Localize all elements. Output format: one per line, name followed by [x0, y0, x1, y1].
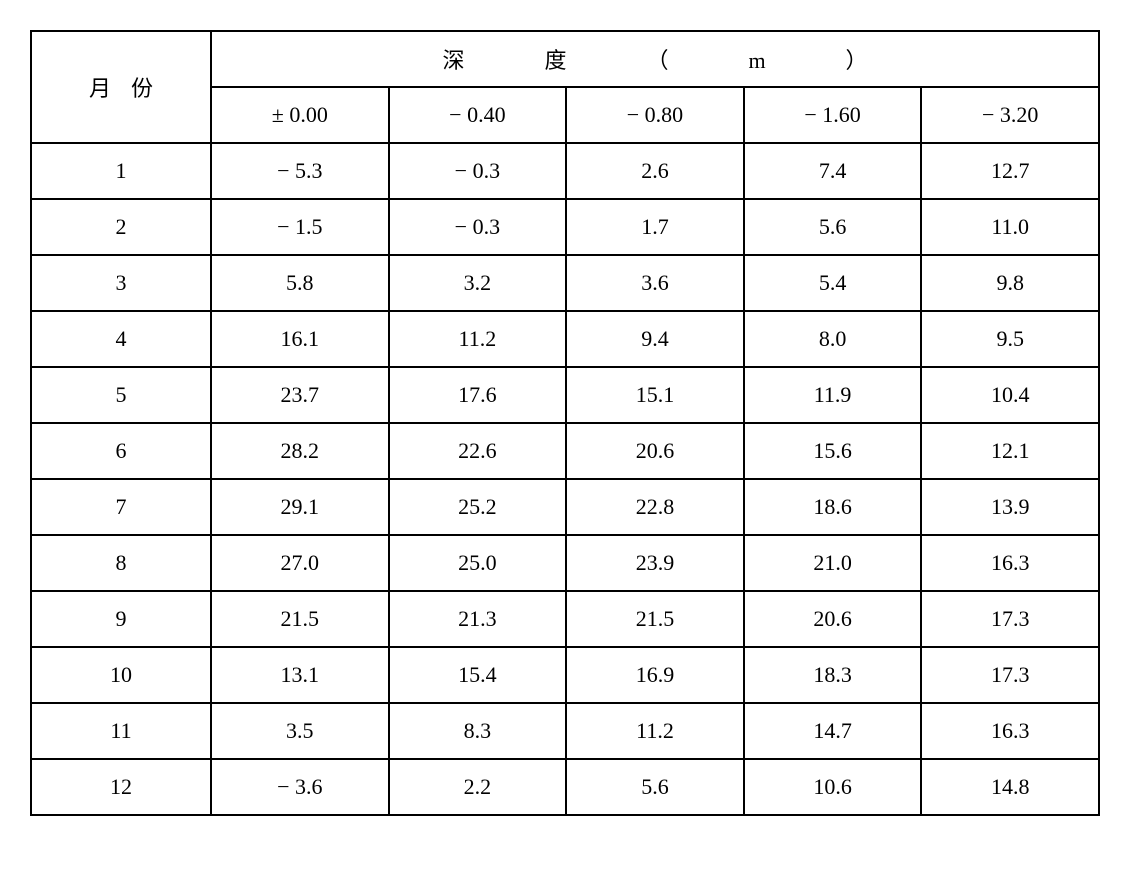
value-cell: 22.6 — [389, 423, 567, 479]
table-row: 3 5.8 3.2 3.6 5.4 9.8 — [31, 255, 1099, 311]
value-cell: 8.0 — [744, 311, 922, 367]
depth-col-0: ± 0.00 — [211, 87, 389, 143]
table-row: 11 3.5 8.3 11.2 14.7 16.3 — [31, 703, 1099, 759]
value-cell: 15.1 — [566, 367, 744, 423]
value-cell: 11.2 — [566, 703, 744, 759]
month-cell: 8 — [31, 535, 211, 591]
value-cell: 28.2 — [211, 423, 389, 479]
table-row: 2 − 1.5 − 0.3 1.7 5.6 11.0 — [31, 199, 1099, 255]
month-cell: 5 — [31, 367, 211, 423]
value-cell: 14.7 — [744, 703, 922, 759]
value-cell: 13.1 — [211, 647, 389, 703]
value-cell: 5.4 — [744, 255, 922, 311]
value-cell: 21.5 — [211, 591, 389, 647]
value-cell: − 3.6 — [211, 759, 389, 815]
value-cell: 5.6 — [744, 199, 922, 255]
value-cell: 11.2 — [389, 311, 567, 367]
value-cell: 23.7 — [211, 367, 389, 423]
value-cell: 17.6 — [389, 367, 567, 423]
value-cell: 15.4 — [389, 647, 567, 703]
month-cell: 6 — [31, 423, 211, 479]
table-header: 月份 深度（m） ± 0.00 − 0.40 − 0.80 − 1.60 − 3… — [31, 31, 1099, 143]
value-cell: 12.7 — [921, 143, 1099, 199]
value-cell: 11.9 — [744, 367, 922, 423]
value-cell: 18.6 — [744, 479, 922, 535]
value-cell: − 1.5 — [211, 199, 389, 255]
value-cell: 25.0 — [389, 535, 567, 591]
value-cell: 14.8 — [921, 759, 1099, 815]
value-cell: 25.2 — [389, 479, 567, 535]
value-cell: 21.3 — [389, 591, 567, 647]
table-row: 6 28.2 22.6 20.6 15.6 12.1 — [31, 423, 1099, 479]
value-cell: 8.3 — [389, 703, 567, 759]
month-cell: 1 — [31, 143, 211, 199]
value-cell: 9.8 — [921, 255, 1099, 311]
table-row: 8 27.0 25.0 23.9 21.0 16.3 — [31, 535, 1099, 591]
depth-col-2: − 0.80 — [566, 87, 744, 143]
table-row: 5 23.7 17.6 15.1 11.9 10.4 — [31, 367, 1099, 423]
header-row-1: 月份 深度（m） — [31, 31, 1099, 87]
table-row: 1 − 5.3 − 0.3 2.6 7.4 12.7 — [31, 143, 1099, 199]
value-cell: 3.5 — [211, 703, 389, 759]
value-cell: 13.9 — [921, 479, 1099, 535]
value-cell: 29.1 — [211, 479, 389, 535]
value-cell: − 5.3 — [211, 143, 389, 199]
value-cell: 20.6 — [744, 591, 922, 647]
month-cell: 9 — [31, 591, 211, 647]
value-cell: 15.6 — [744, 423, 922, 479]
month-cell: 2 — [31, 199, 211, 255]
value-cell: 2.6 — [566, 143, 744, 199]
value-cell: 3.2 — [389, 255, 567, 311]
table-row: 4 16.1 11.2 9.4 8.0 9.5 — [31, 311, 1099, 367]
value-cell: 2.2 — [389, 759, 567, 815]
month-cell: 11 — [31, 703, 211, 759]
value-cell: 16.9 — [566, 647, 744, 703]
value-cell: 5.8 — [211, 255, 389, 311]
depth-col-4: − 3.20 — [921, 87, 1099, 143]
value-cell: 1.7 — [566, 199, 744, 255]
month-cell: 3 — [31, 255, 211, 311]
value-cell: 27.0 — [211, 535, 389, 591]
value-cell: 16.3 — [921, 703, 1099, 759]
value-cell: 20.6 — [566, 423, 744, 479]
value-cell: 12.1 — [921, 423, 1099, 479]
value-cell: 10.6 — [744, 759, 922, 815]
depth-header: 深度（m） — [211, 31, 1099, 87]
table-row: 9 21.5 21.3 21.5 20.6 17.3 — [31, 591, 1099, 647]
value-cell: − 0.3 — [389, 199, 567, 255]
value-cell: − 0.3 — [389, 143, 567, 199]
depth-col-1: − 0.40 — [389, 87, 567, 143]
table-row: 10 13.1 15.4 16.9 18.3 17.3 — [31, 647, 1099, 703]
table-row: 7 29.1 25.2 22.8 18.6 13.9 — [31, 479, 1099, 535]
value-cell: 9.5 — [921, 311, 1099, 367]
month-header: 月份 — [31, 31, 211, 143]
value-cell: 7.4 — [744, 143, 922, 199]
month-cell: 12 — [31, 759, 211, 815]
value-cell: 16.1 — [211, 311, 389, 367]
month-cell: 4 — [31, 311, 211, 367]
value-cell: 21.5 — [566, 591, 744, 647]
value-cell: 22.8 — [566, 479, 744, 535]
table-row: 12 − 3.6 2.2 5.6 10.6 14.8 — [31, 759, 1099, 815]
value-cell: 9.4 — [566, 311, 744, 367]
value-cell: 5.6 — [566, 759, 744, 815]
data-table: 月份 深度（m） ± 0.00 − 0.40 − 0.80 − 1.60 − 3… — [30, 30, 1100, 816]
value-cell: 3.6 — [566, 255, 744, 311]
month-cell: 10 — [31, 647, 211, 703]
table-body: 1 − 5.3 − 0.3 2.6 7.4 12.7 2 − 1.5 − 0.3… — [31, 143, 1099, 815]
value-cell: 16.3 — [921, 535, 1099, 591]
value-cell: 17.3 — [921, 591, 1099, 647]
value-cell: 23.9 — [566, 535, 744, 591]
depth-col-3: − 1.60 — [744, 87, 922, 143]
value-cell: 17.3 — [921, 647, 1099, 703]
month-cell: 7 — [31, 479, 211, 535]
value-cell: 21.0 — [744, 535, 922, 591]
value-cell: 11.0 — [921, 199, 1099, 255]
value-cell: 18.3 — [744, 647, 922, 703]
value-cell: 10.4 — [921, 367, 1099, 423]
